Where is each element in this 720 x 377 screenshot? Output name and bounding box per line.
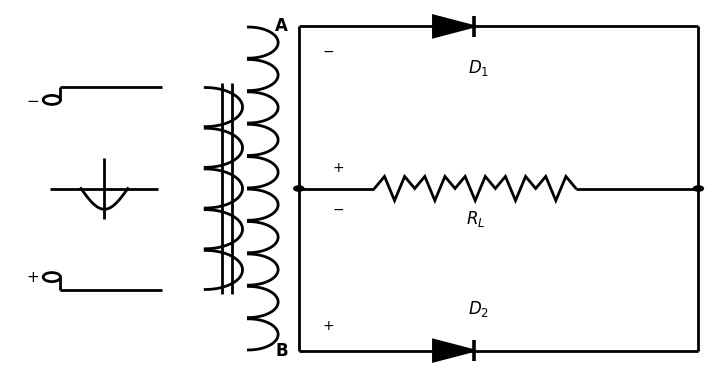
- Text: $R_L$: $R_L$: [466, 208, 485, 229]
- Text: $-$: $-$: [322, 44, 333, 58]
- Polygon shape: [433, 16, 474, 37]
- Text: $-$: $-$: [27, 92, 40, 107]
- Text: A: A: [275, 17, 288, 35]
- Circle shape: [693, 186, 703, 191]
- Polygon shape: [433, 340, 474, 361]
- Text: $+$: $+$: [322, 319, 333, 333]
- Circle shape: [294, 186, 304, 191]
- Text: $-$: $-$: [333, 202, 344, 216]
- Text: $+$: $+$: [27, 270, 40, 285]
- Text: B: B: [275, 342, 288, 360]
- Text: $+$: $+$: [333, 161, 344, 175]
- Text: $D_1$: $D_1$: [468, 58, 490, 78]
- Text: $D_2$: $D_2$: [468, 299, 490, 319]
